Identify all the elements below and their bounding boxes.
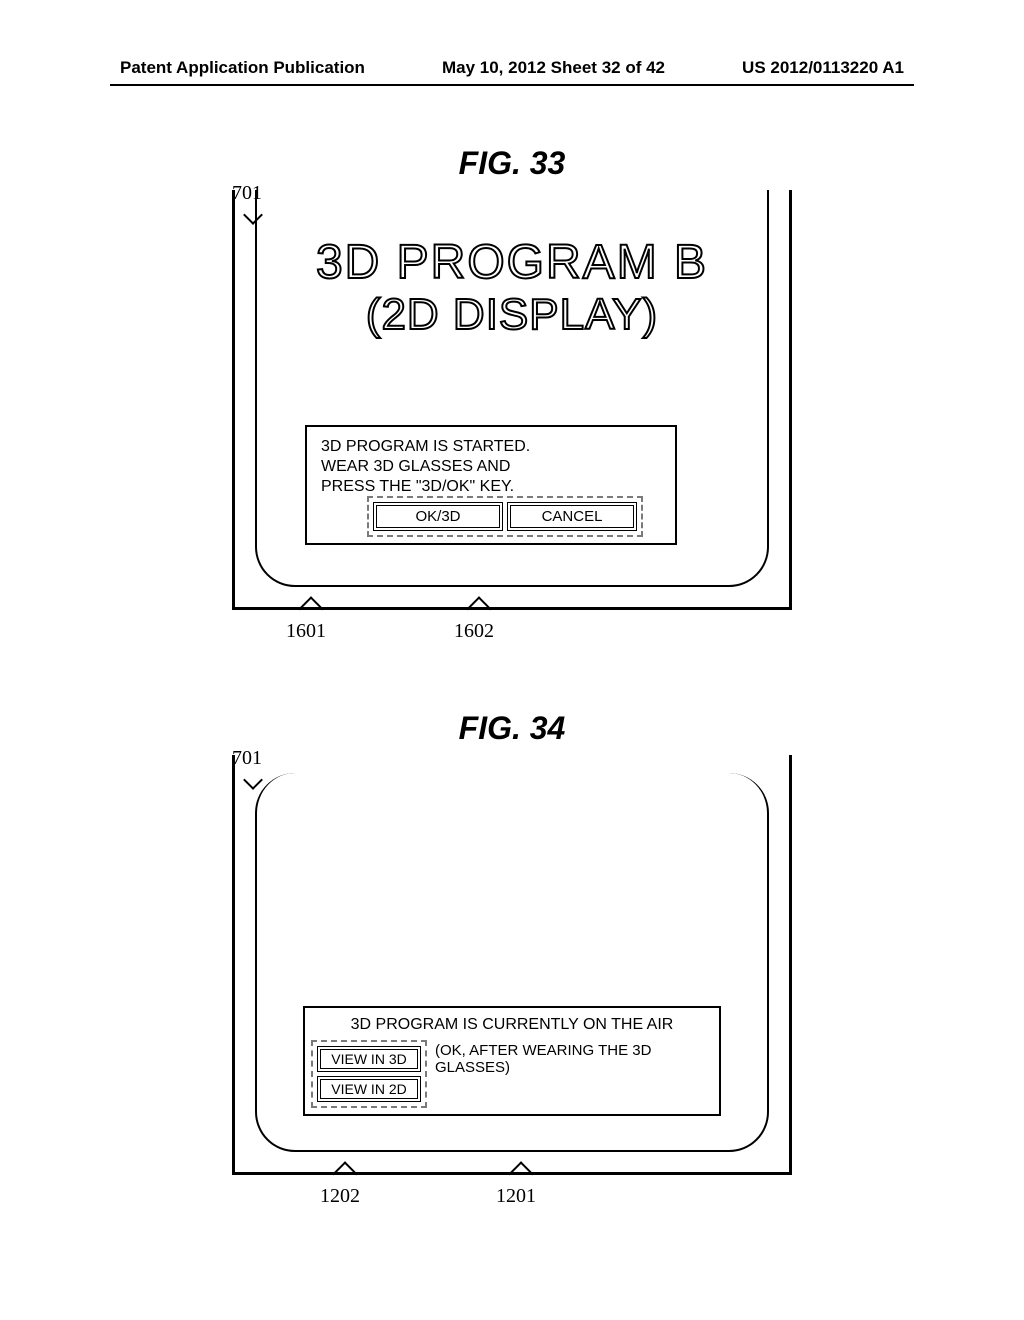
display-line2: (2D DISPLAY)	[257, 290, 767, 341]
screen-fig33: 3D PROGRAM B (2D DISPLAY) 3D PROGRAM IS …	[232, 190, 792, 610]
page-header: Patent Application Publication May 10, 2…	[0, 58, 1024, 78]
ok-3d-button[interactable]: OK/3D	[373, 502, 503, 531]
figure-33: FIG. 33 701 3D PROGRAM B (2D DISPLAY) 3D…	[212, 145, 812, 650]
figure-33-title: FIG. 33	[212, 145, 812, 182]
display-text-fig33: 3D PROGRAM B (2D DISPLAY)	[257, 235, 767, 341]
dialog-line3: PRESS THE "3D/OK" KEY.	[321, 477, 661, 497]
button-col-fig34: VIEW IN 3D VIEW IN 2D	[311, 1040, 427, 1108]
screen-panel-fig33: 3D PROGRAM B (2D DISPLAY) 3D PROGRAM IS …	[255, 190, 769, 587]
callout-1202: 1202	[320, 1185, 360, 1208]
dialog-line2: WEAR 3D GLASSES AND	[321, 457, 661, 477]
header-center: May 10, 2012 Sheet 32 of 42	[442, 58, 665, 78]
callout-1201: 1201	[496, 1185, 536, 1208]
header-rule	[110, 84, 914, 86]
header-right: US 2012/0113220 A1	[742, 58, 904, 78]
dialog-line1: 3D PROGRAM IS STARTED.	[321, 437, 661, 457]
figure-34-title: FIG. 34	[212, 710, 812, 747]
view-in-2d-button[interactable]: VIEW IN 2D	[317, 1076, 421, 1102]
view-in-3d-button[interactable]: VIEW IN 3D	[317, 1046, 421, 1072]
dialog-box-fig34: 3D PROGRAM IS CURRENTLY ON THE AIR VIEW …	[303, 1006, 721, 1116]
callout-1601: 1601	[286, 620, 326, 643]
header-left: Patent Application Publication	[120, 58, 365, 78]
callout-1602: 1602	[454, 620, 494, 643]
cancel-button[interactable]: CANCEL	[507, 502, 637, 531]
figure-34: FIG. 34 701 3D PROGRAM IS CURRENTLY ON T…	[212, 710, 812, 1215]
screen-panel-fig34: 3D PROGRAM IS CURRENTLY ON THE AIR VIEW …	[255, 773, 769, 1152]
hint-fig34: (OK, AFTER WEARING THE 3D GLASSES)	[435, 1042, 719, 1076]
dialog-title-fig34: 3D PROGRAM IS CURRENTLY ON THE AIR	[315, 1016, 709, 1034]
display-line1: 3D PROGRAM B	[257, 235, 767, 290]
screen-fig34: 3D PROGRAM IS CURRENTLY ON THE AIR VIEW …	[232, 755, 792, 1175]
dialog-box-fig33: 3D PROGRAM IS STARTED. WEAR 3D GLASSES A…	[305, 425, 677, 545]
button-row-fig33: OK/3D CANCEL	[367, 496, 643, 537]
callouts-fig34: 1202 1201	[232, 1175, 792, 1215]
callouts-fig33: 1601 1602	[232, 610, 792, 650]
